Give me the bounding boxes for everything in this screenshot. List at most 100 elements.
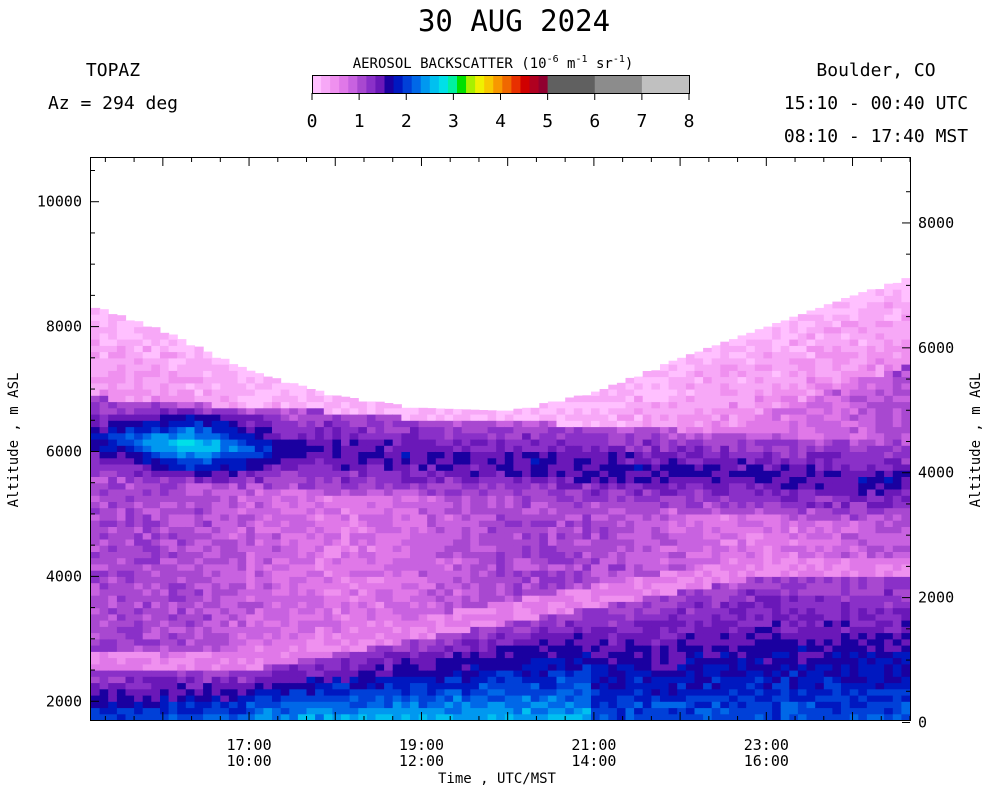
- backscatter-cell: [797, 645, 808, 652]
- backscatter-cell: [220, 382, 230, 390]
- backscatter-cell: [823, 326, 833, 334]
- backscatter-cell: [254, 695, 264, 702]
- backscatter-cell: [616, 638, 627, 646]
- backscatter-cell: [435, 688, 445, 696]
- backscatter-cell: [815, 426, 825, 434]
- backscatter-cell: [142, 420, 152, 428]
- backscatter-cell: [220, 464, 230, 471]
- backscatter-cell: [591, 538, 601, 546]
- backscatter-cell: [384, 457, 394, 465]
- backscatter-cell: [487, 663, 497, 671]
- backscatter-cell: [729, 401, 739, 409]
- backscatter-cell: [444, 657, 454, 665]
- backscatter-cell: [634, 389, 644, 396]
- backscatter-cell: [280, 389, 290, 396]
- backscatter-cell: [453, 532, 463, 540]
- backscatter-cell: [366, 520, 377, 527]
- backscatter-cell: [832, 501, 842, 509]
- backscatter-cell: [711, 432, 721, 440]
- backscatter-cell: [642, 676, 652, 684]
- backscatter-cell: [341, 439, 351, 446]
- backscatter-cell: [306, 613, 316, 621]
- backscatter-cell: [280, 595, 290, 602]
- backscatter-cell: [263, 476, 273, 484]
- backscatter-cell: [444, 713, 454, 721]
- backscatter-cell: [642, 701, 652, 709]
- backscatter-cell: [651, 638, 661, 646]
- backscatter-cell: [668, 445, 678, 452]
- backscatter-cell: [780, 551, 790, 559]
- backscatter-cell: [427, 588, 437, 596]
- backscatter-cell: [772, 576, 782, 584]
- backscatter-cell: [685, 457, 696, 465]
- backscatter-cell: [108, 495, 118, 502]
- backscatter-cell: [530, 489, 540, 496]
- backscatter-cell: [746, 676, 756, 684]
- backscatter-cell: [272, 701, 282, 709]
- backscatter-cell: [737, 657, 747, 665]
- backscatter-cell: [99, 370, 109, 378]
- backscatter-cell: [841, 557, 851, 565]
- backscatter-cell: [125, 588, 135, 596]
- backscatter-cell: [366, 532, 377, 540]
- backscatter-cell: [720, 657, 730, 665]
- backscatter-cell: [634, 620, 644, 627]
- backscatter-cell: [453, 576, 463, 584]
- backscatter-cell: [841, 638, 851, 646]
- backscatter-cell: [703, 526, 713, 534]
- backscatter-cell: [323, 670, 333, 677]
- backscatter-cell: [151, 557, 161, 565]
- backscatter-cell: [599, 432, 609, 440]
- backscatter-cell: [410, 507, 420, 515]
- backscatter-cell: [625, 570, 635, 577]
- backscatter-cell: [418, 445, 428, 452]
- backscatter-cell: [780, 713, 790, 721]
- backscatter-cell: [254, 557, 264, 565]
- backscatter-cell: [608, 563, 618, 571]
- backscatter-cell: [91, 638, 101, 646]
- backscatter-cell: [410, 713, 420, 721]
- backscatter-cell: [789, 339, 799, 346]
- backscatter-cell: [720, 439, 730, 446]
- backscatter-cell: [194, 632, 204, 640]
- backscatter-cell: [720, 576, 730, 584]
- backscatter-cell: [703, 676, 713, 684]
- backscatter-cell: [185, 670, 195, 677]
- backscatter-cell: [220, 632, 230, 640]
- backscatter-cell: [789, 482, 799, 490]
- backscatter-cell: [401, 501, 411, 509]
- backscatter-cell: [323, 576, 333, 584]
- backscatter-cell: [461, 588, 471, 596]
- backscatter-cell: [711, 395, 721, 403]
- backscatter-cell: [634, 663, 644, 671]
- backscatter-cell: [746, 613, 756, 621]
- backscatter-cell: [108, 570, 118, 577]
- backscatter-cell: [116, 476, 127, 484]
- backscatter-cell: [91, 526, 101, 534]
- backscatter-cell: [746, 482, 756, 490]
- backscatter-cell: [99, 314, 109, 321]
- backscatter-cell: [832, 663, 842, 671]
- backscatter-cell: [522, 588, 532, 596]
- backscatter-cell: [125, 713, 135, 721]
- backscatter-cell: [160, 420, 170, 428]
- backscatter-cell: [168, 651, 178, 659]
- backscatter-cell: [323, 551, 333, 559]
- backscatter-cell: [616, 507, 627, 515]
- backscatter-cell: [470, 701, 480, 709]
- backscatter-cell: [547, 445, 558, 452]
- backscatter-cell: [142, 626, 152, 634]
- backscatter-cell: [401, 695, 411, 702]
- backscatter-cell: [108, 464, 118, 471]
- backscatter-cell: [246, 382, 256, 390]
- backscatter-cell: [772, 551, 782, 559]
- backscatter-cell: [711, 389, 721, 396]
- backscatter-cell: [418, 557, 428, 565]
- backscatter-cell: [660, 426, 670, 434]
- backscatter-cell: [358, 426, 368, 434]
- backscatter-cell: [315, 464, 325, 471]
- backscatter-cell: [358, 476, 368, 484]
- backscatter-cell: [323, 407, 333, 415]
- backscatter-cell: [720, 607, 730, 615]
- backscatter-cell: [280, 526, 290, 534]
